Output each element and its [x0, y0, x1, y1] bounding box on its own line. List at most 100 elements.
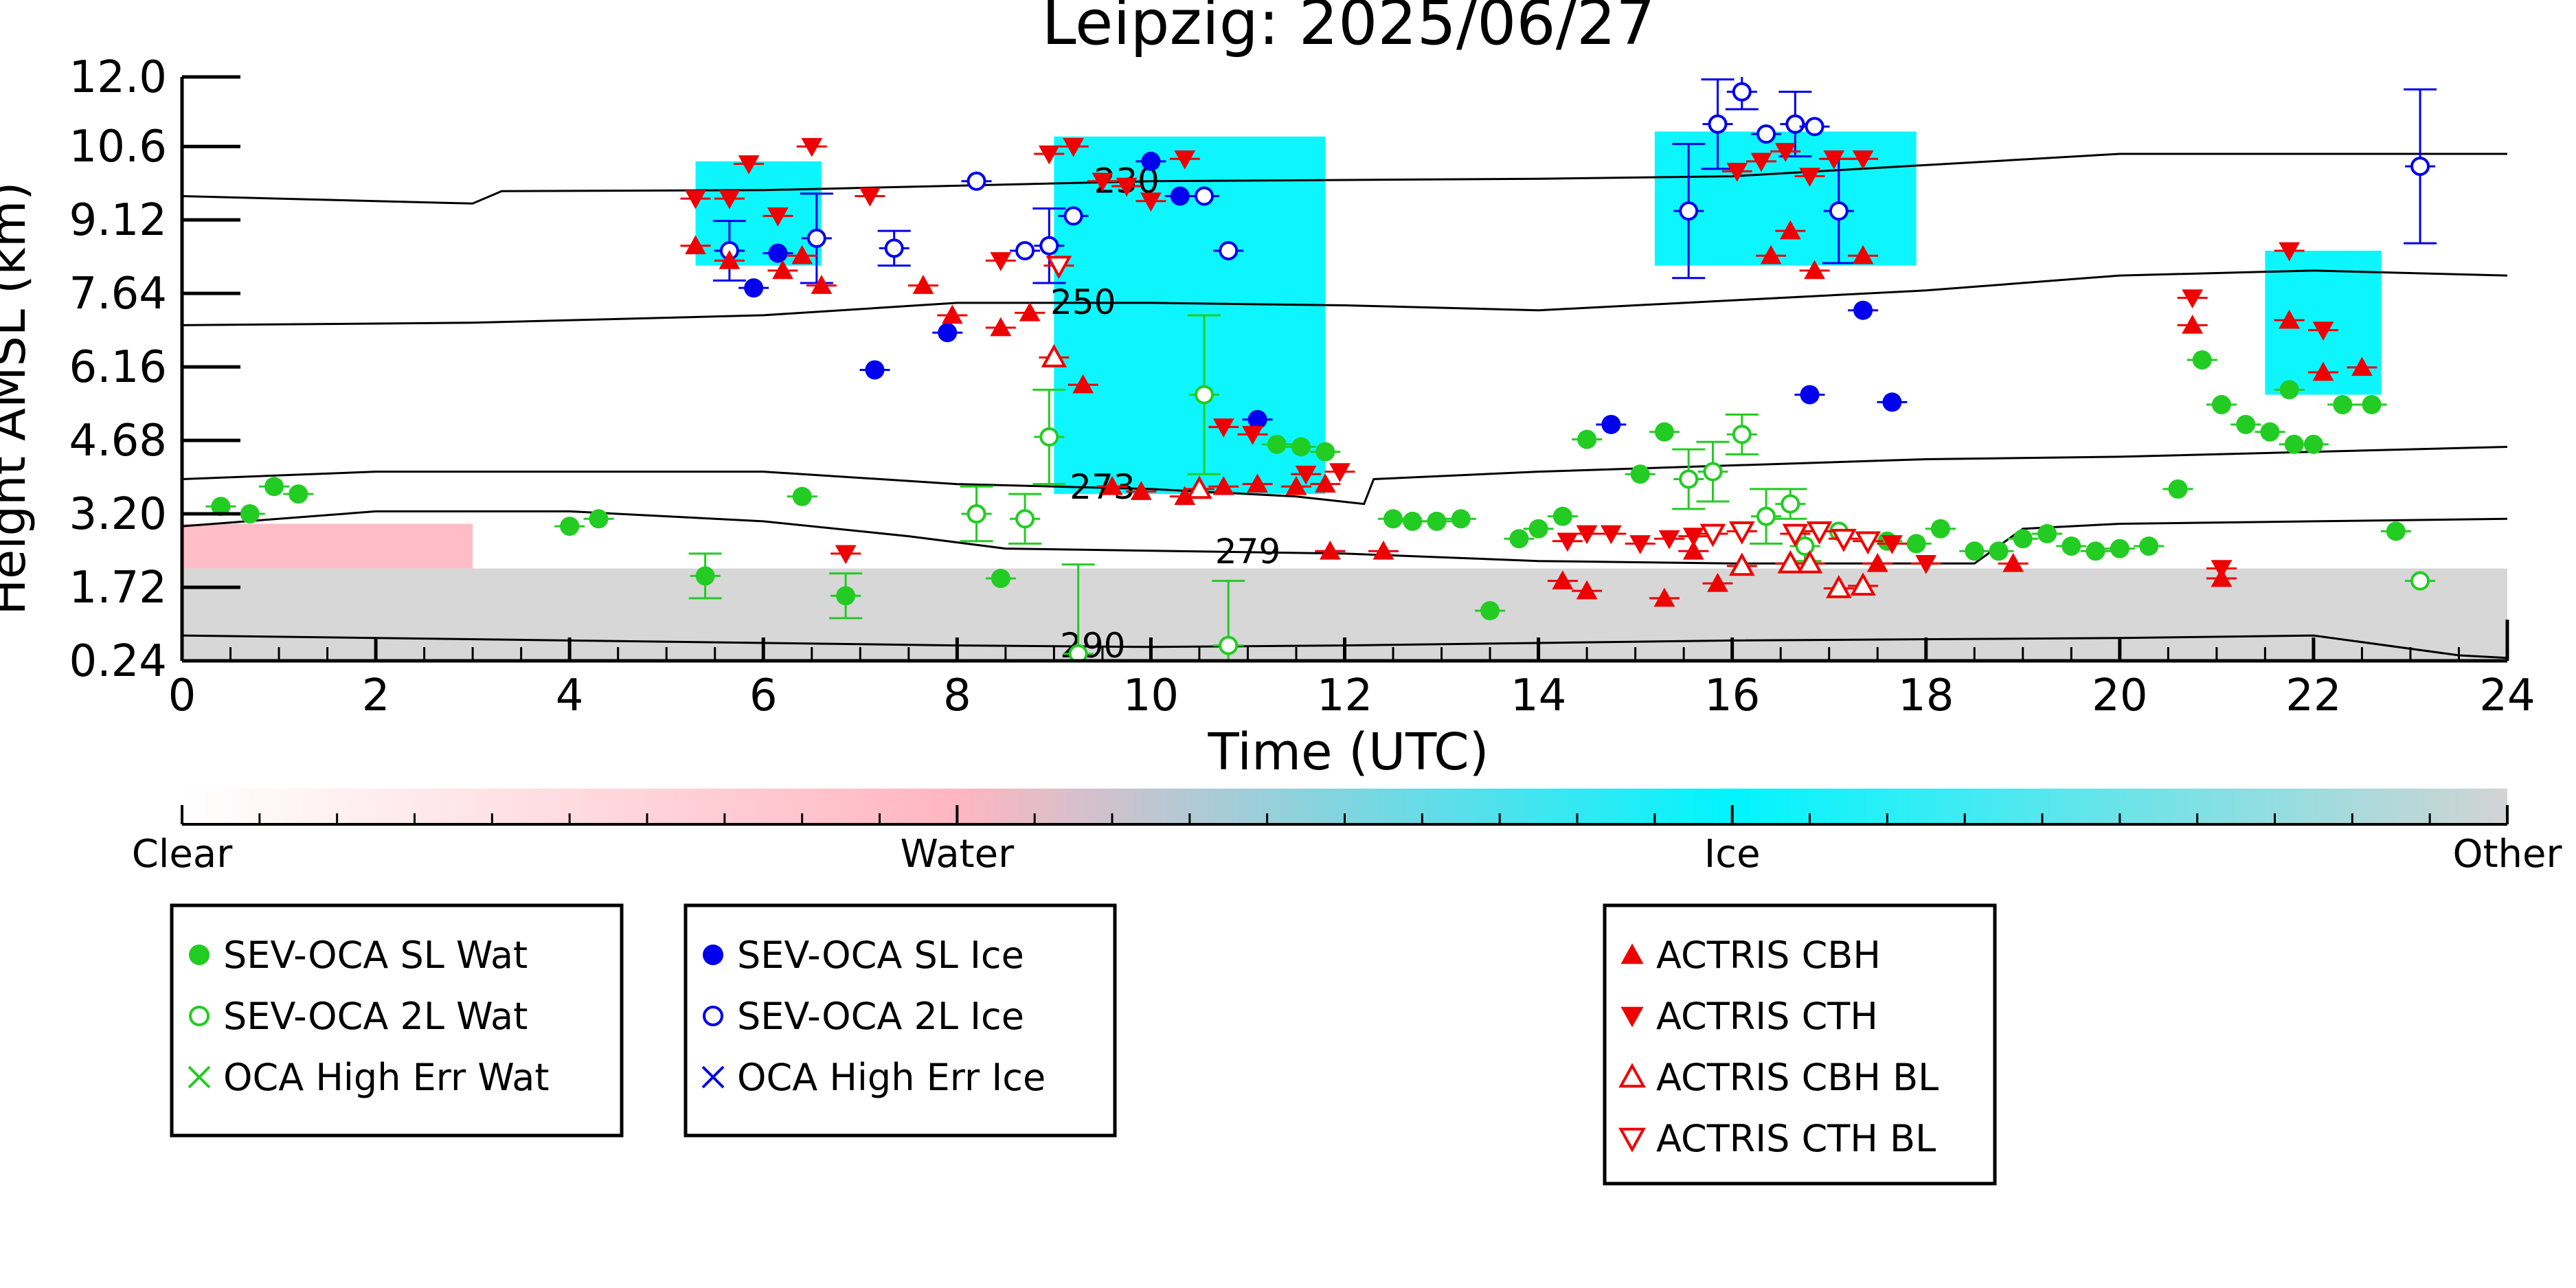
data-point: [1852, 245, 1874, 264]
data-point: [2279, 309, 2301, 329]
data-point: [1823, 150, 1845, 170]
data-point: [1699, 523, 1726, 547]
data-point: [1186, 475, 1212, 499]
data-point: [1732, 82, 1752, 102]
colorbar-label-clear: Clear: [132, 832, 233, 877]
data-point: [2037, 523, 2057, 543]
data-point: [1480, 600, 1500, 620]
data-point: [1756, 506, 1776, 526]
series-actris-cth-bl: [1043, 256, 1884, 555]
data-point: [1039, 427, 1059, 447]
y-tick-label: 6.16: [69, 342, 168, 393]
series-actris-cth: [680, 137, 2339, 579]
data-point: [967, 504, 986, 524]
series-sev-oca-sl-ice: [738, 151, 1908, 434]
data-point: [1130, 481, 1152, 500]
chart-title: Leipzig: 2025/06/27: [1041, 0, 1655, 59]
data-point: [1796, 550, 1823, 574]
data-point: [1247, 409, 1267, 429]
data-point: [2002, 552, 2024, 572]
data-point: [1804, 260, 1825, 280]
data-point: [1315, 442, 1335, 462]
legend-marker: [1618, 1063, 1646, 1088]
data-point: [744, 278, 764, 298]
data-point: [1965, 541, 1985, 561]
legend-entry: ACTRIS CTH: [1620, 995, 1878, 1038]
data-point: [1038, 145, 1060, 165]
contour-250: [182, 269, 2507, 326]
data-point: [2192, 350, 2212, 370]
data-point: [1557, 532, 1579, 552]
data-point: [1552, 570, 1574, 589]
colorbar-label-water: Water: [901, 832, 1015, 877]
data-point: [1194, 385, 1214, 405]
y-axis-label: Height AMSL (km): [0, 182, 36, 615]
data-point: [2279, 242, 2301, 262]
y-tick-label: 9.12: [69, 195, 168, 246]
legend-frame: [1603, 903, 1997, 1186]
data-point: [2086, 541, 2105, 561]
data-point: [836, 586, 856, 606]
data-point: [719, 190, 741, 210]
x-tick-label: 2: [362, 670, 390, 721]
data-point: [1212, 475, 1234, 495]
data-point: [792, 486, 812, 506]
x-tick-label: 24: [2479, 670, 2535, 721]
x-tick-label: 22: [2285, 670, 2341, 721]
data-point: [772, 260, 793, 280]
data-point: [1174, 150, 1196, 170]
data-point: [1866, 552, 1888, 572]
data-point: [1829, 201, 1849, 221]
data-point: [2312, 321, 2334, 341]
x-tick-label: 14: [1511, 670, 1566, 721]
data-point: [1019, 302, 1041, 321]
data-point: [1329, 463, 1351, 483]
legend-entry: ACTRIS CTH BL: [1618, 1117, 1936, 1160]
data-point: [1707, 572, 1728, 592]
data-point: [1170, 186, 1190, 206]
data-point: [1629, 535, 1651, 554]
data-point: [990, 317, 1012, 337]
data-point: [1015, 240, 1035, 260]
data-point: [1101, 475, 1123, 495]
legend-entry: SEV-OCA 2L Wat: [189, 995, 528, 1038]
legend-label: OCA High Err Wat: [223, 1056, 550, 1099]
data-point: [1777, 550, 1804, 574]
legend-entry: ACTRIS CBH: [1620, 934, 1881, 977]
legend-marker: [189, 1006, 210, 1026]
data-point: [685, 235, 706, 255]
data-point: [1427, 511, 1447, 531]
data-point: [1072, 374, 1094, 394]
legend-label: ACTRIS CTH BL: [1656, 1117, 1936, 1160]
series-sev-oca-sl-wat: [205, 350, 2411, 620]
data-point: [1577, 429, 1597, 449]
data-point: [1600, 525, 1622, 545]
data-point: [859, 188, 881, 207]
data-point: [1552, 506, 1572, 526]
data-point: [1989, 541, 2009, 561]
legend-entry: SEV-OCA SL Ice: [703, 934, 1024, 977]
data-point: [1140, 192, 1162, 212]
data-point: [1703, 462, 1723, 482]
data-point: [2351, 357, 2373, 376]
data-point: [1805, 117, 1824, 137]
data-point: [1726, 163, 1748, 182]
legend-marker: [188, 1065, 211, 1089]
data-point: [912, 275, 934, 294]
data-point: [738, 155, 760, 174]
x-tick-label: 18: [1898, 670, 1954, 721]
legend-label: ACTRIS CTH: [1656, 995, 1878, 1038]
data-point: [2303, 434, 2323, 454]
data-point: [806, 228, 826, 248]
region-water-1: [182, 523, 473, 569]
data-point: [1247, 473, 1268, 493]
data-point: [1682, 540, 1704, 560]
data-point: [1601, 414, 1621, 434]
data-point: [1800, 385, 1820, 405]
data-point: [1039, 236, 1059, 256]
data-point: [1831, 528, 1857, 552]
data-point: [811, 275, 833, 294]
series-sev-oca-2l-ice: [712, 77, 2437, 284]
colorbar-label-other: Other: [2452, 832, 2562, 877]
